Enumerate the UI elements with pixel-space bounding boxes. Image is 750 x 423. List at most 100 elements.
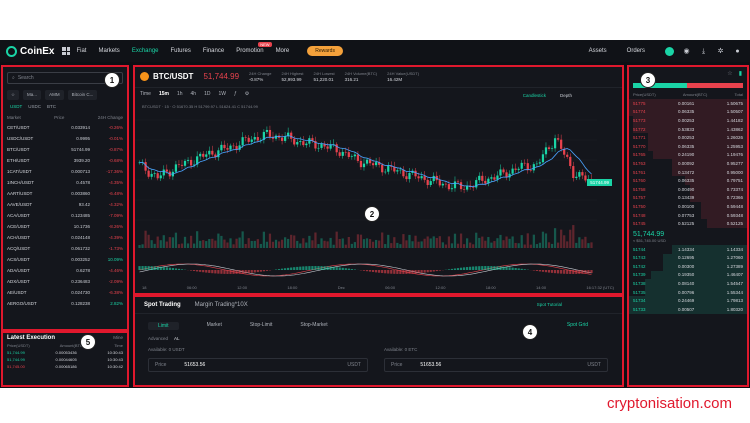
- apps-grid-icon[interactable]: [62, 47, 71, 55]
- sell-price-field[interactable]: Price 51653.56 USDT: [384, 358, 608, 372]
- nav-exchange[interactable]: Exchange: [131, 48, 159, 54]
- col-change[interactable]: 24H Change: [97, 115, 123, 120]
- quote-tab-usdt[interactable]: USDT: [10, 104, 23, 109]
- book-icon[interactable]: ▮: [738, 71, 742, 77]
- tab-main[interactable]: Ma...: [23, 90, 42, 100]
- tab-candlestick[interactable]: Candlestick: [522, 93, 546, 98]
- list-item[interactable]: ADX/USDT 0.236483 -2.09%: [2, 276, 128, 287]
- quote-tab-usdc[interactable]: USDC: [28, 104, 42, 109]
- table-row[interactable]: 51744 1.14334 1.14334: [628, 244, 748, 254]
- buy-price-field[interactable]: Price 51653.56 USDT: [148, 358, 368, 372]
- table-row[interactable]: 51738 0.08140 1.54547: [628, 279, 748, 288]
- macd-histogram-bar: [347, 268, 350, 270]
- pair-name[interactable]: BTC/USDT: [153, 72, 194, 81]
- interval-time[interactable]: Time: [140, 91, 151, 97]
- avatar[interactable]: [665, 46, 674, 56]
- table-row[interactable]: 51757 0.13439 0.72366: [628, 193, 748, 203]
- interval-1d[interactable]: 1D: [204, 91, 211, 97]
- tab-depth[interactable]: Depth: [559, 93, 572, 98]
- interval-15m[interactable]: 15m: [158, 91, 169, 97]
- tab-favorites[interactable]: ☆: [7, 90, 20, 100]
- mine-toggle[interactable]: Mine: [113, 334, 123, 340]
- table-row[interactable]: 51765 0.24190 1.19476: [628, 150, 748, 160]
- list-item[interactable]: ACH/USDT 0.024148 -4.39%: [2, 232, 128, 243]
- tab-bitcoin[interactable]: Bitcoin C...: [67, 90, 98, 100]
- tab-margin-trading[interactable]: Margin Trading*10X: [194, 301, 248, 308]
- interval-1w[interactable]: 1W: [218, 91, 226, 97]
- candle: [347, 152, 350, 157]
- logo[interactable]: CoinEx: [6, 45, 54, 57]
- ob-total: 0.52125: [726, 221, 743, 227]
- nav-markets[interactable]: Markets: [98, 48, 120, 54]
- list-item[interactable]: ACS/USDT 0.003252 10.09%: [2, 254, 128, 265]
- list-item[interactable]: ETH/USDT 3939.20 -0.68%: [2, 155, 128, 166]
- list-item[interactable]: ACE/USDT 10.1736 -8.26%: [2, 221, 128, 232]
- order-type-market[interactable]: Market: [206, 322, 222, 328]
- table-row[interactable]: 51748 0.07753 0.59348: [628, 210, 748, 220]
- download-icon[interactable]: ⤓: [701, 47, 706, 55]
- list-item[interactable]: AART/USDT 0.003860 -6.48%: [2, 188, 128, 199]
- table-row[interactable]: 51761 0.13472 0.95000: [628, 167, 748, 177]
- list-item[interactable]: AERGO/USDT 0.128238 2.82%: [2, 298, 128, 309]
- nav-promotion[interactable]: Promotion NEW: [236, 42, 272, 54]
- table-row[interactable]: 51735 0.00796 1.55344: [628, 287, 748, 297]
- col-price[interactable]: Price: [54, 115, 65, 120]
- table-row[interactable]: 51763 0.00092 0.95277: [628, 159, 748, 168]
- nav-more[interactable]: More: [275, 48, 290, 54]
- interval-4h[interactable]: 4h: [190, 91, 197, 97]
- table-row[interactable]: 51775 0.00161 1.50675: [628, 99, 748, 108]
- table-row[interactable]: 51750 0.00100 0.59448: [628, 202, 748, 211]
- list-item[interactable]: AE/USDT 0.024730 -6.38%: [2, 287, 128, 298]
- table-row[interactable]: 51745 0.52125 0.52125: [628, 219, 748, 228]
- table-row[interactable]: 51742 0.00300 1.27389: [628, 262, 748, 271]
- settings-icon[interactable]: ⚙: [244, 91, 250, 97]
- table-row[interactable]: 51758 0.00490 0.73374: [628, 184, 748, 194]
- market-search-input[interactable]: ⌕ Search: [7, 72, 123, 84]
- notification-icon[interactable]: ◉: [683, 47, 690, 55]
- list-item[interactable]: USDC/USDT 0.9995 -0.01%: [2, 133, 128, 144]
- quote-tab-btc[interactable]: BTC: [47, 104, 57, 109]
- advanced-select[interactable]: AL: [174, 336, 180, 341]
- list-item[interactable]: BTC/USDT 51744.99 -0.87%: [2, 144, 128, 155]
- col-market[interactable]: Market: [7, 115, 21, 120]
- nav-futures[interactable]: Futures: [170, 48, 191, 54]
- settings-icon[interactable]: ✲: [717, 47, 724, 55]
- nav-assets[interactable]: Assets: [588, 48, 607, 54]
- volume-bar: [332, 244, 335, 248]
- nav-fiat[interactable]: Fiat: [76, 48, 87, 54]
- list-item[interactable]: ADA/USDT 0.6278 -4.46%: [2, 265, 128, 276]
- nav-finance[interactable]: Finance: [202, 48, 225, 54]
- list-item[interactable]: 1INCH/USDT 0.4578 -4.35%: [2, 177, 128, 188]
- table-row[interactable]: 51772 0.53833 1.43862: [628, 124, 748, 134]
- table-row[interactable]: 51739 0.19350 1.46407: [628, 270, 748, 280]
- table-row[interactable]: 51771 0.00253 1.26026: [628, 133, 748, 142]
- table-row[interactable]: 51770 0.06335 1.25953: [628, 141, 748, 151]
- list-item[interactable]: ACQ/USDT 0.061732 -1.73%: [2, 243, 128, 254]
- table-row[interactable]: 51743 0.12695 1.27060: [628, 253, 748, 263]
- spot-grid-link[interactable]: Spot Grid: [566, 322, 588, 328]
- user-icon[interactable]: ●: [735, 47, 740, 55]
- depth-fill: [645, 279, 748, 288]
- table-row[interactable]: 51774 0.06335 1.50507: [628, 107, 748, 117]
- table-row[interactable]: 51733 0.00507 1.80320: [628, 305, 748, 314]
- nav-orders[interactable]: Orders: [626, 48, 645, 54]
- interval-1h[interactable]: 1h: [176, 91, 183, 97]
- list-item[interactable]: AAVE/USDT 93.42 -4.32%: [2, 199, 128, 210]
- order-type-stop-market[interactable]: Stop-Market: [300, 322, 328, 328]
- list-item[interactable]: 1CAT/USDT 0.000713 -17.36%: [2, 166, 128, 177]
- table-row[interactable]: 51760 0.06335 0.79751: [628, 176, 748, 185]
- rewards-button[interactable]: Rewards: [307, 46, 343, 56]
- table-row[interactable]: 51773 0.00253 1.44182: [628, 116, 748, 125]
- list-item[interactable]: CET/USDT 0.033914 -0.26%: [2, 122, 128, 133]
- indicator-icon[interactable]: ƒ: [233, 91, 237, 97]
- tab-amm[interactable]: AMM: [45, 90, 64, 100]
- list-item[interactable]: ACA/USDT 0.123485 -7.09%: [2, 210, 128, 221]
- order-type-stop-limit[interactable]: Stop-Limit: [249, 322, 273, 328]
- star-icon[interactable]: ☆: [727, 71, 733, 77]
- spot-tutorial-link[interactable]: Spot Tutorial: [536, 302, 562, 307]
- table-row[interactable]: 51734 0.24469 1.79813: [628, 296, 748, 306]
- order-type-limit[interactable]: Limit: [148, 322, 179, 330]
- tab-spot-trading[interactable]: Spot Trading: [144, 301, 181, 308]
- price-chart[interactable]: [134, 110, 622, 290]
- volume-bar: [150, 240, 153, 248]
